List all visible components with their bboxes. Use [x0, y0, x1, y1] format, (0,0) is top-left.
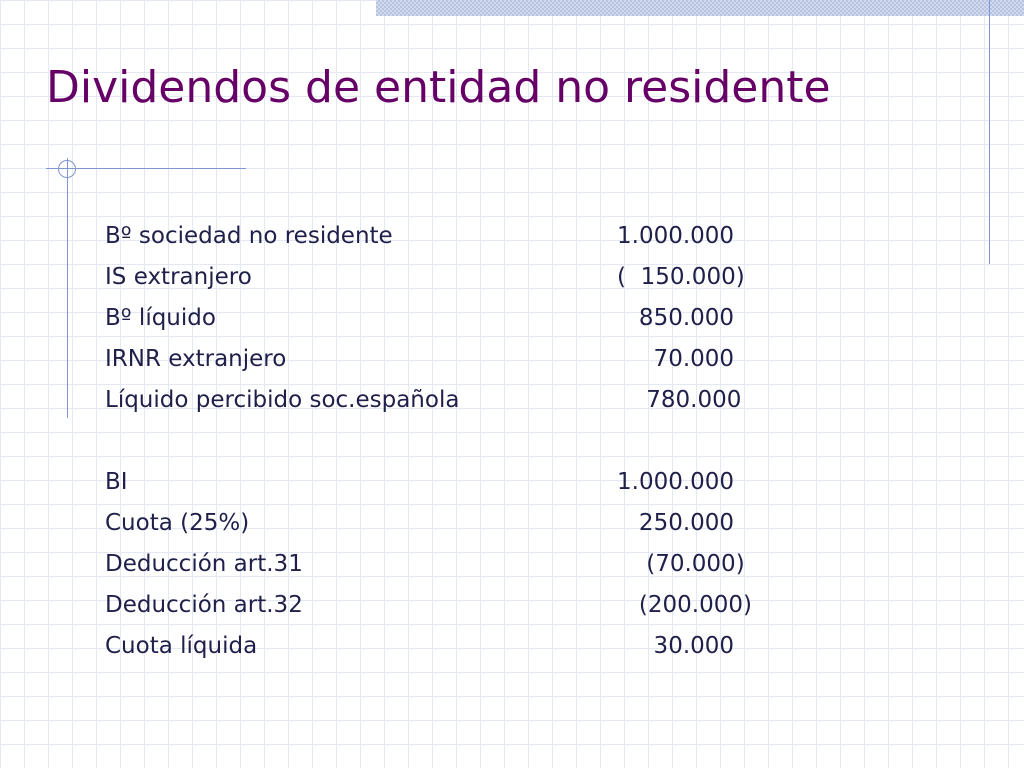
table-row: Bº líquido 850.000: [105, 298, 805, 339]
row-label: Deducción art.31: [105, 551, 303, 577]
row-label: IS extranjero: [105, 264, 252, 290]
title-underline-rule: [46, 168, 246, 169]
table-row: Cuota líquida 30.000: [105, 626, 805, 667]
row-value: 1.000.000: [617, 223, 735, 249]
table-row: Deducción art.32 (200.000): [105, 585, 805, 626]
row-label: Cuota líquida: [105, 633, 258, 659]
row-value: 30.000: [617, 633, 735, 659]
right-vertical-rule: [989, 0, 990, 264]
table-row: Deducción art.31 (70.000): [105, 544, 805, 585]
table-row: Líquido percibido soc.española 780.000: [105, 380, 805, 421]
row-value: 250.000: [617, 510, 735, 536]
section-dividend-breakdown: Bº sociedad no residente 1.000.000 IS ex…: [105, 216, 805, 421]
crosshair-circle-decoration: [58, 160, 76, 178]
table-row: IRNR extranjero 70.000: [105, 339, 805, 380]
decorative-corner-band: [376, 0, 1024, 16]
row-label: Líquido percibido soc.española: [105, 387, 460, 413]
row-value: 850.000: [617, 305, 735, 331]
row-value: 780.000: [617, 387, 742, 413]
left-vertical-rule: [67, 158, 68, 418]
row-value: ( 150.000): [617, 264, 745, 290]
row-label: IRNR extranjero: [105, 346, 287, 372]
row-value: (200.000): [617, 592, 752, 618]
row-label: BI: [105, 469, 128, 495]
row-label: Bº sociedad no residente: [105, 223, 393, 249]
table-row: Cuota (25%) 250.000: [105, 503, 805, 544]
row-label: Cuota (25%): [105, 510, 250, 536]
row-value: 70.000: [617, 346, 735, 372]
table-row: BI 1.000.000: [105, 462, 805, 503]
row-label: Deducción art.32: [105, 592, 303, 618]
row-value: 1.000.000: [617, 469, 735, 495]
table-row: Bº sociedad no residente 1.000.000: [105, 216, 805, 257]
content-area: Bº sociedad no residente 1.000.000 IS ex…: [105, 216, 805, 667]
section-tax-computation: BI 1.000.000 Cuota (25%) 250.000 Deducci…: [105, 462, 805, 667]
row-label: Bº líquido: [105, 305, 216, 331]
slide-title: Dividendos de entidad no residente: [46, 62, 831, 113]
table-row: IS extranjero ( 150.000): [105, 257, 805, 298]
row-value: (70.000): [617, 551, 745, 577]
section-spacer: [105, 421, 805, 462]
